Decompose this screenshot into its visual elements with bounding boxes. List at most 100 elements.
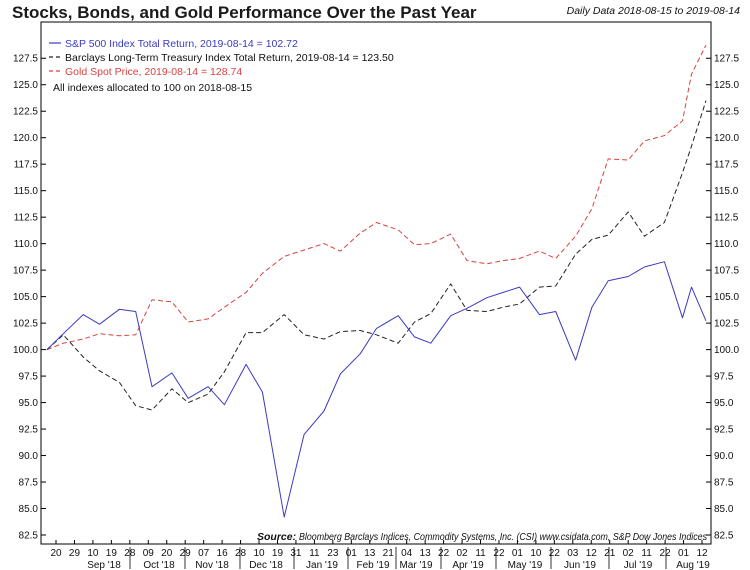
y-tick-label-right: 122.5 — [714, 107, 739, 118]
x-month-label: Feb '19 — [356, 560, 389, 570]
x-day-label: 01 — [678, 548, 690, 559]
x-month-label: Jun '19 — [564, 560, 596, 570]
y-tick-label-right: 97.5 — [714, 372, 734, 383]
x-day-label: 09 — [143, 548, 155, 559]
x-day-label: 23 — [327, 548, 339, 559]
x-day-label: 22 — [549, 548, 561, 559]
y-tick-label-left: 90.0 — [19, 451, 39, 462]
y-axis-left: 82.5 85.0 87.5 90.0 92.5 95.0 97.5 100.0 102.5 10… — [13, 54, 46, 542]
y-tick-label-right: 87.5 — [714, 478, 734, 489]
x-day-label: 10 — [87, 548, 99, 559]
x-day-label: 10 — [253, 548, 265, 559]
x-day-label: 20 — [50, 548, 62, 559]
y-tick-label-right: 85.0 — [714, 504, 734, 515]
plot-frame — [40, 21, 712, 545]
x-day-label: 11 — [475, 548, 486, 559]
y-tick-label-right: 110.0 — [714, 239, 739, 250]
legend: S&P 500 Index Total Return, 2019-08-14 =… — [49, 38, 394, 94]
series-layer — [46, 44, 707, 518]
y-tick-label-left: 127.5 — [13, 54, 38, 65]
x-day-label: 16 — [217, 548, 229, 559]
y-tick-label-left: 115.0 — [14, 186, 39, 197]
x-day-label: 13 — [420, 548, 432, 559]
x-day-label: 31 — [290, 548, 302, 559]
chart-title: Stocks, Bonds, and Gold Performance Over… — [12, 3, 477, 22]
y-tick-label-left: 120.0 — [13, 133, 38, 144]
y-tick-label-left: 92.5 — [19, 425, 39, 436]
x-day-label: 21 — [604, 548, 616, 559]
y-tick-label-left: 122.5 — [13, 107, 38, 118]
x-day-label: 22 — [438, 548, 450, 559]
x-month-label: Aug '19 — [676, 560, 710, 570]
x-day-label: 28 — [235, 548, 247, 559]
y-tick-label-right: 105.0 — [714, 292, 739, 303]
x-day-label: 29 — [69, 548, 81, 559]
y-tick-label-right: 127.5 — [714, 54, 739, 65]
gold-line — [46, 44, 707, 351]
x-day-label: 22 — [493, 548, 505, 559]
y-tick-label-right: 82.5 — [714, 531, 734, 542]
y-tick-label-left: 100.0 — [13, 345, 38, 356]
y-tick-label-right: 100.0 — [714, 345, 739, 356]
date-range-label: Daily Data 2018-08-15 to 2019-08-14 — [566, 5, 740, 17]
x-month-label: Dec '18 — [249, 560, 283, 570]
x-day-label: 12 — [586, 548, 598, 559]
x-day-label: 02 — [623, 548, 635, 559]
x-month-label: Mar '19 — [399, 560, 432, 570]
y-tick-label-right: 90.0 — [714, 451, 734, 462]
x-day-label: 12 — [696, 548, 708, 559]
x-day-label: 03 — [567, 548, 579, 559]
source-label: Source: — [257, 531, 296, 543]
y-tick-label-left: 110.0 — [14, 239, 39, 250]
x-month-label: Jan '19 — [306, 560, 338, 570]
y-tick-label-right: 107.5 — [714, 266, 739, 277]
x-day-label: 01 — [346, 548, 358, 559]
y-tick-label-left: 82.5 — [19, 531, 39, 542]
x-month-label: May '19 — [508, 560, 543, 570]
y-tick-label-left: 117.5 — [14, 160, 39, 171]
source-text: Bloomberg Barclays Indices, Commodity Sy… — [299, 532, 707, 543]
x-day-label: 01 — [512, 548, 524, 559]
y-tick-label-left: 105.0 — [13, 292, 38, 303]
y-tick-label-left: 102.5 — [13, 319, 38, 330]
x-axis: 20 29 10 19 28 09 20 29 07 16 28 10 19 31 11 23 01 13 21 04… — [50, 540, 710, 570]
y-tick-label-left: 95.0 — [19, 398, 39, 409]
x-month-label: Jul '19 — [624, 560, 653, 570]
source-note: Source: Bloomberg Barclays Indices, Comm… — [257, 531, 707, 543]
y-tick-label-right: 125.0 — [714, 80, 739, 91]
y-tick-label-left: 85.0 — [19, 504, 39, 515]
y-tick-label-right: 120.0 — [714, 133, 739, 144]
x-day-label: 19 — [272, 548, 284, 559]
x-day-label: 10 — [530, 548, 542, 559]
sp500-line — [46, 261, 707, 518]
y-axis-right: 82.5 85.0 87.5 90.0 92.5 95.0 97.5 100.0 102.5 10… — [706, 54, 739, 542]
index-note: All indexes allocated to 100 on 2018-08-… — [53, 82, 252, 94]
y-tick-label-right: 112.5 — [714, 213, 739, 224]
y-tick-label-left: 125.0 — [13, 80, 38, 91]
y-tick-label-left: 97.5 — [19, 372, 39, 383]
x-day-label: 11 — [309, 548, 320, 559]
x-day-label: 21 — [383, 548, 395, 559]
legend-label-treasury: Barclays Long-Term Treasury Index Total … — [65, 52, 394, 64]
y-tick-label-left: 87.5 — [19, 478, 39, 489]
y-tick-label-left: 112.5 — [14, 213, 39, 224]
x-day-label: 07 — [198, 548, 210, 559]
x-day-label: 22 — [660, 548, 672, 559]
x-month-label: Oct '18 — [143, 560, 175, 570]
x-day-label: 29 — [180, 548, 192, 559]
legend-label-sp500: S&P 500 Index Total Return, 2019-08-14 =… — [65, 38, 298, 50]
y-tick-label-right: 102.5 — [714, 319, 739, 330]
legend-label-gold: Gold Spot Price, 2019-08-14 = 128.74 — [65, 66, 242, 78]
y-tick-label-right: 92.5 — [714, 425, 734, 436]
y-tick-label-right: 115.0 — [714, 186, 739, 197]
y-tick-label-left: 107.5 — [13, 266, 38, 277]
y-tick-label-right: 117.5 — [714, 160, 739, 171]
x-day-label: 13 — [364, 548, 376, 559]
x-day-label: 02 — [456, 548, 468, 559]
x-month-label: Nov '18 — [195, 560, 229, 570]
x-day-label: 19 — [106, 548, 118, 559]
x-day-label: 04 — [401, 548, 413, 559]
treasury-line — [46, 100, 707, 411]
x-day-label: 20 — [161, 548, 173, 559]
